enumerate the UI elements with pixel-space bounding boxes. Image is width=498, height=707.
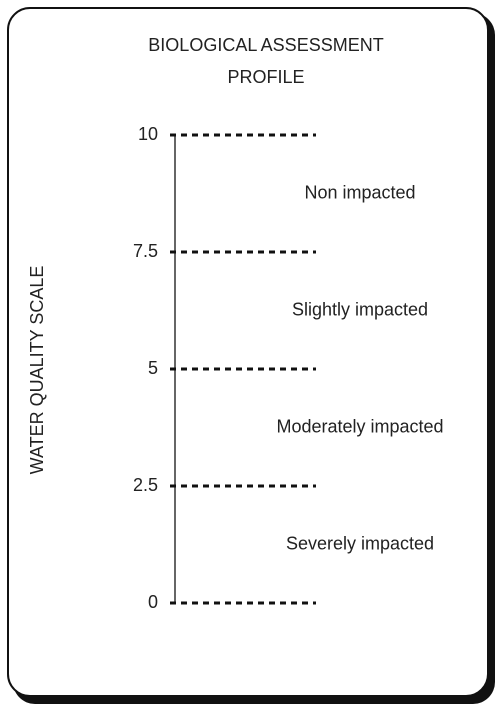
zone-label: Severely impacted xyxy=(286,533,434,553)
y-tick-label: 2.5 xyxy=(133,475,158,495)
zone-label: Moderately impacted xyxy=(276,416,443,436)
y-tick-label: 5 xyxy=(148,358,158,378)
frame xyxy=(7,7,489,697)
y-tick-label: 7.5 xyxy=(133,241,158,261)
y-tick-label: 10 xyxy=(138,124,158,144)
title-line: BIOLOGICAL ASSESSMENT xyxy=(148,35,383,55)
title-line: PROFILE xyxy=(227,67,304,87)
zone-label: Slightly impacted xyxy=(292,299,428,319)
zone-label: Non impacted xyxy=(304,182,415,202)
y-axis-label: WATER QUALITY SCALE xyxy=(27,266,47,475)
y-tick-label: 0 xyxy=(148,592,158,612)
